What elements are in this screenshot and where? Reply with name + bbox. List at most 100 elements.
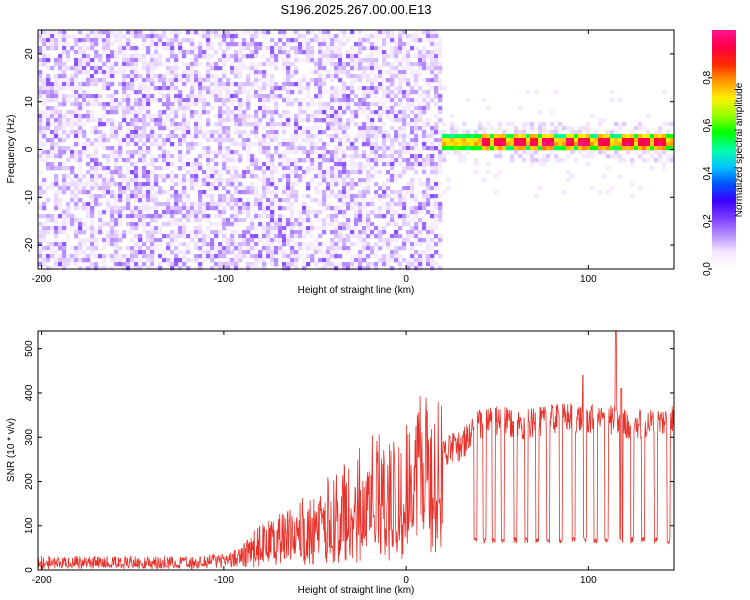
spectrogram-cell	[422, 30, 427, 35]
spectrogram-cell	[82, 98, 87, 103]
spectrogram-cell	[422, 126, 427, 131]
spectrogram-cell	[238, 90, 243, 95]
spectrogram-cell	[166, 154, 171, 159]
spectrogram-cell	[334, 74, 339, 79]
spectrogram-cell	[270, 54, 275, 59]
spectrogram-cell	[42, 150, 47, 155]
spectrogram-cell	[110, 78, 115, 83]
spectrogram-cell	[286, 38, 291, 43]
spectrogram-cell	[186, 38, 191, 43]
spectrogram-cell	[302, 130, 307, 135]
spectrogram-cell	[38, 258, 43, 263]
spectrogram-cell	[366, 190, 371, 195]
spectrogram-cell	[346, 106, 351, 111]
spectrogram-cell	[326, 194, 331, 199]
spectrogram-cell	[290, 238, 295, 243]
spectrogram-cell	[294, 118, 299, 123]
spectrogram-cell	[478, 126, 483, 131]
spectrogram-cell	[246, 102, 251, 107]
spectrogram-cell	[390, 222, 395, 227]
spectrogram-cell	[94, 102, 99, 107]
spectrogram-cell	[290, 74, 295, 79]
spectrogram-cell	[70, 94, 75, 99]
spectrogram-cell	[354, 54, 359, 59]
spectrogram-cell	[390, 258, 395, 263]
spectrogram-cell	[346, 246, 351, 251]
spectrogram-cell	[226, 178, 231, 183]
spectrogram-cell	[390, 118, 395, 123]
spectrogram-cell	[242, 86, 247, 91]
spectrogram-cell	[426, 174, 431, 179]
spectrogram-cell	[186, 250, 191, 255]
spectrogram-cell	[42, 90, 47, 95]
spectrogram-cell	[234, 42, 239, 47]
spectrogram-cell	[338, 66, 343, 71]
spectrogram-cell	[330, 138, 335, 143]
spectrogram-cell	[318, 154, 323, 159]
spectrogram-cell	[166, 66, 171, 71]
spectrogram-cell	[38, 46, 43, 51]
spectrogram-cell	[482, 126, 487, 131]
spectrogram-cell	[94, 170, 99, 175]
spectrogram-cell	[634, 138, 639, 143]
spectrogram-cell	[62, 258, 67, 263]
spectrogram-cell	[190, 110, 195, 115]
spectrogram-cell	[510, 142, 515, 147]
spectrogram-cell	[54, 266, 59, 271]
spectrogram-cell	[214, 214, 219, 219]
spectrogram-cell	[146, 110, 151, 115]
spectrogram-cell	[358, 182, 363, 187]
spectrogram-cell	[238, 102, 243, 107]
spectrogram-cell	[434, 114, 439, 119]
spectrogram-cell	[430, 146, 435, 151]
spectrogram-cell	[422, 158, 427, 163]
spectrogram-cell	[334, 150, 339, 155]
spectrogram-cell	[322, 194, 327, 199]
spectrogram-cell	[78, 250, 83, 255]
spectrogram-cell	[666, 158, 671, 163]
spectrogram-cell	[298, 158, 303, 163]
spectrogram-cell	[174, 134, 179, 139]
spectrogram-cell	[642, 146, 647, 151]
spectrogram-cell	[370, 126, 375, 131]
spectrogram-cell	[82, 34, 87, 39]
spectrogram-cell	[262, 82, 267, 87]
spectrogram-cell	[266, 130, 271, 135]
spectrogram-cell	[366, 266, 371, 271]
spectrogram-cell	[382, 130, 387, 135]
spectrogram-cell	[334, 162, 339, 167]
spectrogram-cell	[410, 102, 415, 107]
spectrogram-cell	[274, 66, 279, 71]
spectrogram-cell	[342, 106, 347, 111]
spectrogram-cell	[246, 210, 251, 215]
spectrogram-cell	[370, 78, 375, 83]
spectrogram-cell	[578, 134, 583, 139]
spectrogram-cell	[170, 214, 175, 219]
spectrogram-cell	[166, 86, 171, 91]
spectrogram-cell	[114, 154, 119, 159]
spectrogram-cell	[298, 214, 303, 219]
spectrogram-cell	[366, 214, 371, 219]
spectrogram-cell	[334, 66, 339, 71]
spectrogram-cell	[70, 122, 75, 127]
spectrogram-cell	[386, 154, 391, 159]
spectrogram-cell	[438, 94, 443, 99]
spectrogram-cell	[90, 262, 95, 267]
spectrogram-cell	[298, 58, 303, 63]
spectrogram-cell	[126, 166, 131, 171]
spectrogram-cell	[358, 214, 363, 219]
spectrogram-cell	[154, 198, 159, 203]
spectrogram-cell	[114, 198, 119, 203]
spectrogram-cell	[330, 74, 335, 79]
spectrogram-cell	[146, 150, 151, 155]
spectrogram-cell	[418, 178, 423, 183]
spectrogram-cell	[118, 214, 123, 219]
spectrogram-cell	[434, 90, 439, 95]
spectrogram-cell	[102, 146, 107, 151]
spectrogram-cell	[658, 150, 663, 155]
spectrogram-cell	[246, 238, 251, 243]
spectrogram-cell	[214, 82, 219, 87]
spectrogram-cell	[126, 254, 131, 259]
spectrogram-cell	[490, 146, 495, 151]
spectrogram-cell	[238, 46, 243, 51]
